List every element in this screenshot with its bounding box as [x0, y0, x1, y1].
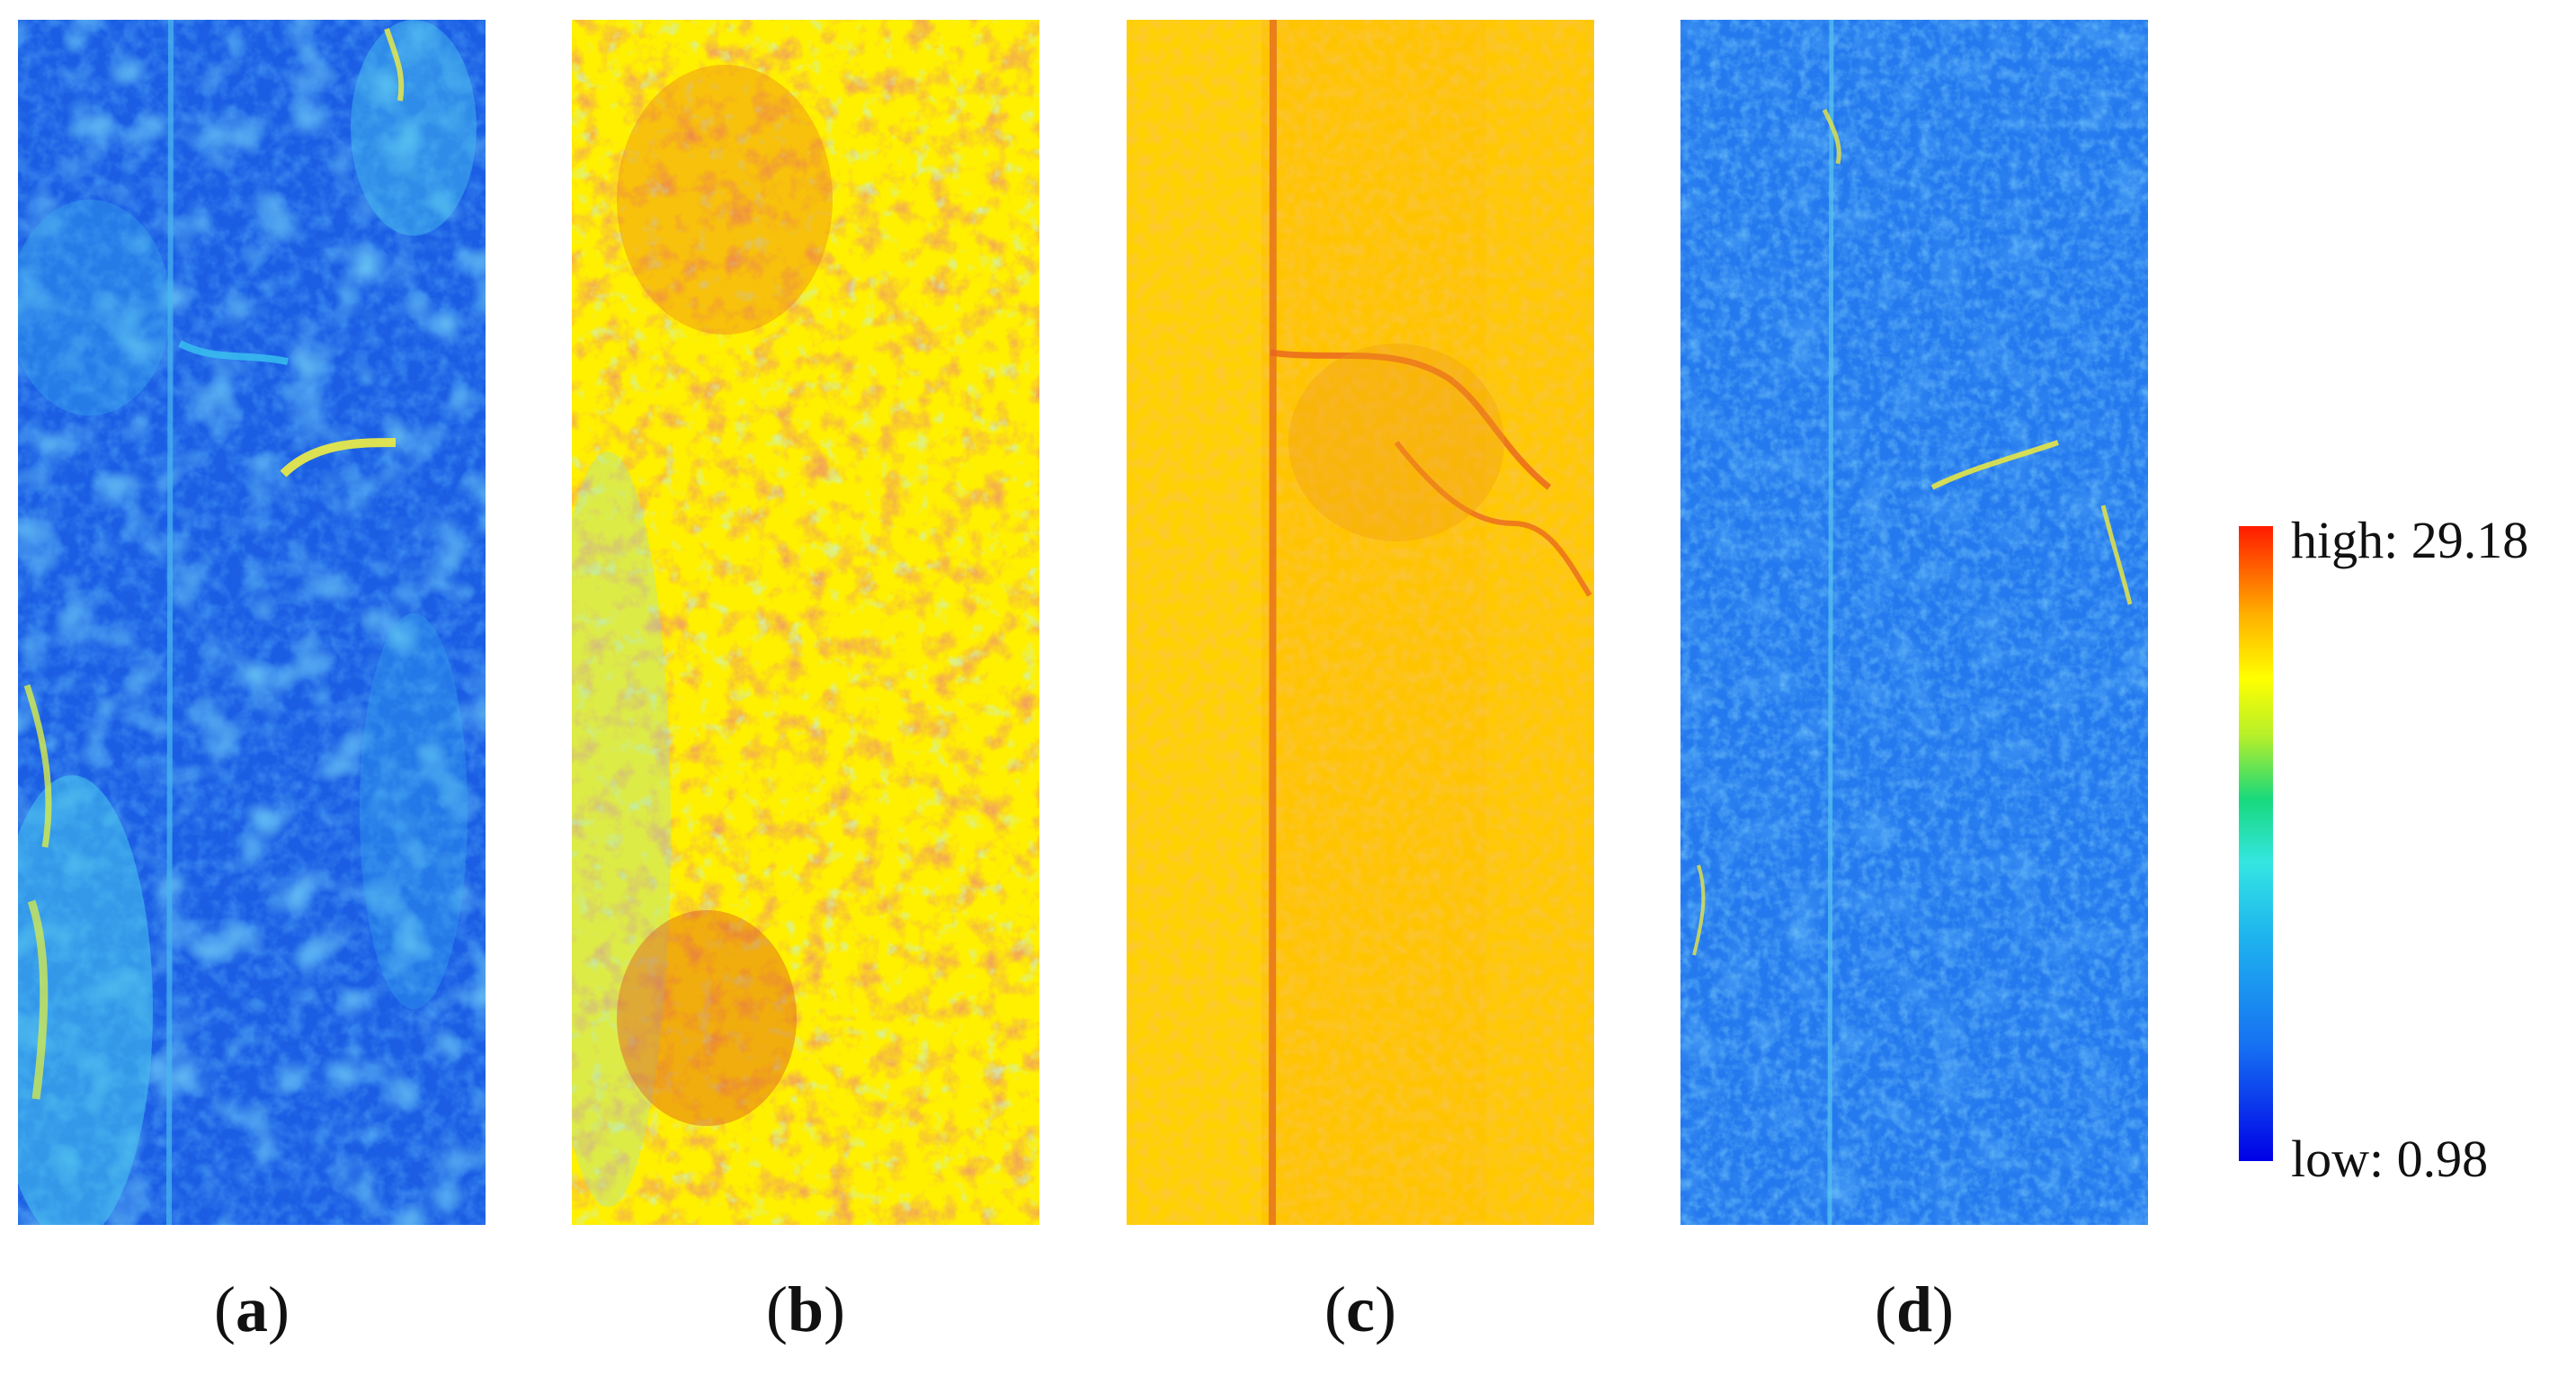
panel-b-heatmap [572, 20, 1039, 1225]
caption-paren-open: ( [1324, 1273, 1347, 1345]
caption-paren-open: ( [1874, 1273, 1896, 1345]
caption-paren-close: ) [824, 1273, 845, 1345]
colorbar-high-label: high: 29.18 [2291, 511, 2529, 569]
caption-letter: b [787, 1273, 824, 1345]
caption-a: (a) [18, 1277, 486, 1342]
panel-a-heatmap [18, 20, 486, 1225]
caption-paren-open: ( [765, 1273, 788, 1345]
panel-d-heatmap [1680, 20, 2148, 1225]
caption-c: (c) [1127, 1277, 1594, 1342]
caption-paren-close: ) [1932, 1273, 1954, 1345]
caption-paren-close: ) [268, 1273, 290, 1345]
caption-paren-close: ) [1374, 1273, 1396, 1345]
colorbar-low-label: low: 0.98 [2291, 1130, 2489, 1188]
caption-d: (d) [1680, 1277, 2148, 1342]
caption-letter: a [236, 1273, 268, 1345]
caption-letter: d [1895, 1273, 1933, 1345]
caption-b: (b) [572, 1277, 1039, 1342]
caption-letter: c [1346, 1273, 1375, 1345]
colorbar [2239, 526, 2273, 1161]
caption-paren-open: ( [214, 1273, 236, 1345]
panel-c-heatmap [1127, 20, 1594, 1225]
